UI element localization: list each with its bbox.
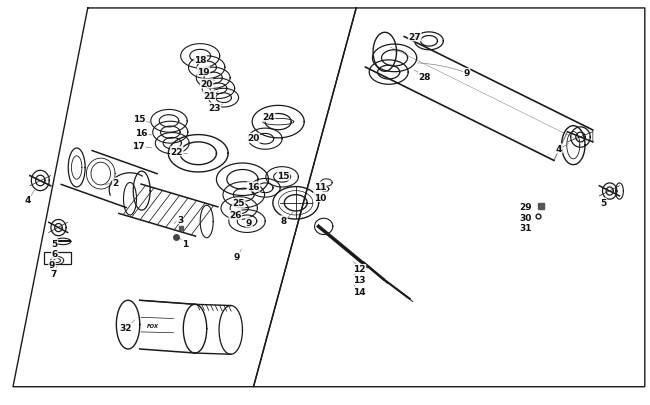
Text: 9: 9 (49, 261, 55, 270)
Text: 4: 4 (556, 145, 562, 153)
Text: 32: 32 (119, 324, 132, 333)
Text: 23: 23 (208, 104, 221, 113)
Text: 31: 31 (519, 223, 532, 232)
Text: 18: 18 (194, 55, 207, 64)
Text: 11: 11 (313, 183, 326, 192)
Text: 17: 17 (132, 141, 145, 150)
Text: 26: 26 (229, 211, 242, 220)
Text: 16: 16 (247, 183, 260, 192)
Text: 6: 6 (51, 250, 58, 259)
Text: 2: 2 (112, 179, 119, 188)
Text: 30: 30 (519, 213, 532, 222)
Text: 29: 29 (519, 202, 532, 211)
Text: 9: 9 (233, 253, 240, 262)
Text: 5: 5 (51, 239, 58, 248)
Text: 5: 5 (600, 199, 606, 208)
Text: 13: 13 (353, 276, 366, 285)
Text: 25: 25 (232, 199, 245, 208)
Text: 28: 28 (418, 73, 431, 82)
Text: 16: 16 (135, 128, 148, 137)
Text: 4: 4 (24, 196, 31, 205)
Text: 10: 10 (313, 193, 326, 202)
Text: 19: 19 (197, 68, 210, 77)
Text: 8: 8 (281, 216, 287, 225)
Text: 27: 27 (408, 33, 421, 42)
Text: 20: 20 (247, 134, 260, 143)
Text: 9: 9 (463, 69, 470, 78)
Text: 24: 24 (262, 113, 275, 122)
Text: FOX: FOX (147, 324, 159, 328)
Text: 3: 3 (177, 215, 183, 224)
Text: 22: 22 (170, 147, 183, 156)
Text: 20: 20 (200, 80, 213, 89)
Text: 21: 21 (203, 92, 216, 100)
Text: 14: 14 (353, 287, 366, 296)
Text: 15: 15 (277, 172, 290, 181)
Text: 15: 15 (133, 115, 146, 124)
Text: 9: 9 (246, 218, 252, 227)
Text: 7: 7 (50, 269, 57, 278)
Text: 1: 1 (182, 239, 188, 248)
Text: 12: 12 (353, 265, 366, 274)
